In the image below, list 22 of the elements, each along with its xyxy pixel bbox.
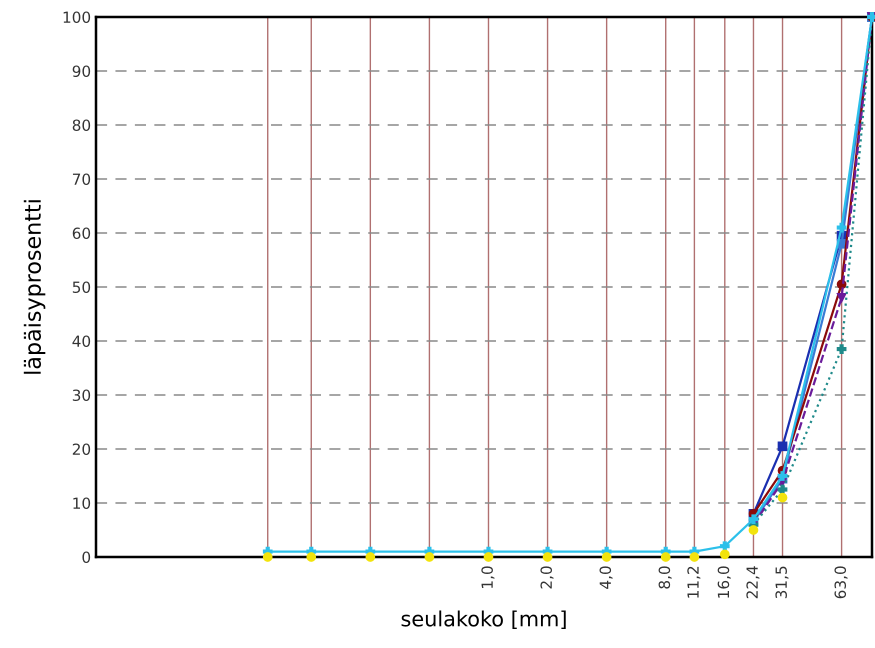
x-tick-label: 4,0	[600, 566, 613, 589]
x-tick-label: 8,0	[658, 566, 672, 589]
y-axis-title: läpäisyprosentti	[24, 200, 46, 374]
x-tick-label: 22,4	[746, 566, 760, 598]
x-tick-label: 31,5	[775, 566, 789, 598]
y-tick-label: 100	[64, 11, 90, 24]
x-tick-label: 2,0	[540, 566, 554, 589]
x-tick-label: 11,2	[687, 566, 700, 598]
y-tick-label: 0	[82, 551, 90, 564]
y-tick-label: 30	[72, 389, 90, 402]
y-tick-label: 80	[72, 119, 90, 132]
y-tick-label: 20	[72, 443, 90, 456]
y-tick-label: 90	[72, 65, 90, 78]
y-tick-label: 40	[72, 335, 90, 348]
x-tick-label: 1,0	[481, 566, 494, 588]
y-tick-label: 10	[73, 497, 90, 510]
y-tick-label: 70	[72, 173, 90, 186]
x-axis-title: seulakoko [mm]	[402, 610, 566, 630]
x-tick-label: 63,0	[834, 566, 848, 598]
y-tick-label: 50	[72, 281, 90, 294]
y-tick-label: 60	[72, 227, 90, 240]
x-tick-label: 16,0	[718, 566, 731, 598]
